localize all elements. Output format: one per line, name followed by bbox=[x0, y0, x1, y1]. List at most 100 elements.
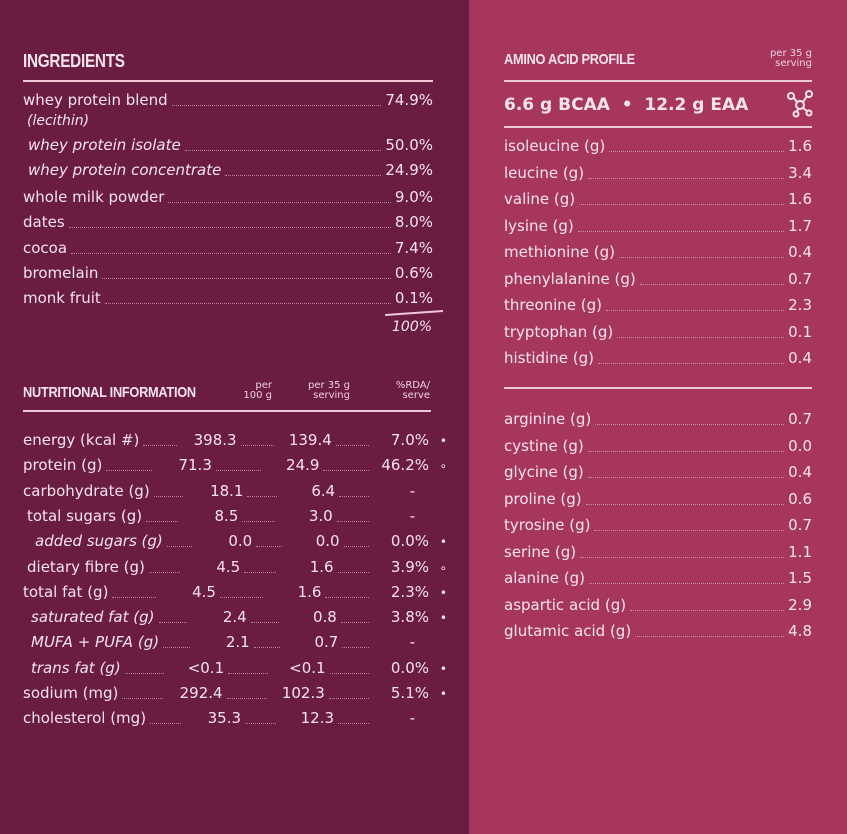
dot-leader bbox=[247, 495, 278, 497]
amino-row: methionine (g) 0.4 bbox=[504, 243, 812, 263]
amino-row: leucine (g) 3.4 bbox=[504, 164, 812, 184]
serving-value: 24.9 bbox=[286, 456, 320, 475]
amino-name: tyrosine (g) bbox=[504, 516, 591, 534]
amino-value: 1.6 bbox=[788, 137, 812, 155]
amino-row: cystine (g) 0.0 bbox=[504, 437, 812, 457]
nutrition-row: added sugars (g) 0.0 0.0 0.0% • bbox=[23, 532, 447, 552]
dot-leader bbox=[606, 310, 785, 311]
rda-value: 3.9% bbox=[390, 557, 429, 576]
amino-name: leucine (g) bbox=[504, 163, 585, 182]
ingredients-title: INGREDIENTS bbox=[23, 51, 125, 71]
amino-name: methionine (g) bbox=[504, 243, 615, 261]
per100-value: <0.1 bbox=[187, 658, 225, 677]
rda-marker: • bbox=[439, 611, 447, 626]
nutrient-name: total fat (g) bbox=[23, 582, 109, 601]
nutrient-name: total sugars (g) bbox=[27, 506, 143, 525]
dot-leader bbox=[595, 424, 785, 425]
dot-leader bbox=[245, 723, 277, 725]
nutrition-row: MUFA + PUFA (g) 2.1 0.7 - bbox=[23, 633, 447, 653]
ingredient-row: monk fruit 0.1% bbox=[23, 289, 433, 309]
per100-value: 4.5 bbox=[216, 557, 241, 576]
amino-name: cystine (g) bbox=[504, 436, 584, 455]
dot-leader bbox=[323, 470, 369, 472]
total-underline bbox=[385, 309, 443, 317]
nutrient-name: saturated fat (g) bbox=[31, 608, 155, 627]
divider bbox=[504, 387, 812, 389]
ingredient-value: 74.9% bbox=[385, 91, 433, 109]
nutrient-name: MUFA + PUFA (g) bbox=[31, 633, 160, 652]
per100-value: 35.3 bbox=[207, 709, 242, 728]
amino-name: lysine (g) bbox=[504, 216, 574, 235]
dot-leader bbox=[225, 175, 382, 176]
ingredient-value: 8.0% bbox=[394, 213, 433, 231]
dot-leader bbox=[585, 503, 785, 505]
ingredient-note: (lecithin) bbox=[27, 113, 90, 129]
left-panel: INGREDIENTS whey protein blend 74.9% (leci… bbox=[23, 51, 447, 729]
nutrition-row: cholesterol (mg) 35.3 12.3 - bbox=[23, 709, 447, 729]
dot-leader bbox=[104, 303, 391, 304]
rda-marker: • bbox=[439, 434, 447, 448]
amino-value: 0.6 bbox=[788, 489, 812, 508]
dot-leader bbox=[609, 151, 785, 152]
nutrition-row: dietary fibre (g) 4.5 1.6 3.9% ∘ bbox=[23, 558, 447, 578]
dot-leader bbox=[219, 596, 264, 598]
per100-value: 8.5 bbox=[214, 506, 239, 525]
per100-value: 2.1 bbox=[225, 633, 250, 652]
amino-value: 1.7 bbox=[788, 216, 812, 235]
dot-leader bbox=[594, 530, 785, 531]
per100-value: 18.1 bbox=[210, 481, 244, 500]
dot-leader bbox=[617, 336, 785, 338]
dot-leader bbox=[328, 698, 369, 699]
serving-value: 1.6 bbox=[309, 557, 334, 576]
nutrition-row: energy (kcal #) 398.3 139.4 7.0% • bbox=[23, 431, 447, 451]
divider bbox=[23, 410, 431, 412]
serving-value: 0.8 bbox=[312, 608, 337, 627]
amino-name: tryptophan (g) bbox=[504, 322, 614, 341]
amino-row: aspartic acid (g) 2.9 bbox=[504, 596, 812, 616]
amino-value: 0.1 bbox=[788, 322, 812, 341]
dot-leader bbox=[343, 546, 369, 548]
per100-value: 71.3 bbox=[178, 456, 212, 475]
dot-leader bbox=[240, 445, 274, 446]
dot-leader bbox=[122, 698, 163, 699]
amino-value: 2.9 bbox=[788, 595, 812, 614]
per100-value: 398.3 bbox=[193, 431, 237, 449]
ingredient-row: whey protein concentrate 24.9% bbox=[23, 161, 433, 181]
amino-row: serine (g) 1.1 bbox=[504, 543, 812, 563]
dot-leader bbox=[340, 622, 369, 624]
serving-value: 12.3 bbox=[300, 709, 335, 728]
rda-value: 3.8% bbox=[390, 608, 429, 627]
rda-value: 2.3% bbox=[390, 582, 429, 601]
dot-leader bbox=[329, 672, 369, 674]
nutrient-name: dietary fibre (g) bbox=[27, 557, 145, 576]
amino-value: 1.1 bbox=[788, 542, 812, 561]
amino-value: 0.7 bbox=[788, 410, 812, 428]
dot-leader bbox=[580, 556, 785, 558]
dot-leader bbox=[166, 546, 193, 548]
amino-row: threonine (g) 2.3 bbox=[504, 296, 812, 316]
amino-row: phenylalanine (g) 0.7 bbox=[504, 270, 812, 290]
dot-leader bbox=[184, 150, 382, 151]
dot-leader bbox=[215, 470, 262, 472]
amino-name: valine (g) bbox=[504, 190, 576, 208]
col-serving: per 35 g serving bbox=[307, 380, 350, 401]
rda-value: 46.2% bbox=[381, 456, 429, 475]
amino-row: tryptophan (g) 0.1 bbox=[504, 323, 812, 343]
amino-name: glutamic acid (g) bbox=[504, 622, 632, 640]
rda-value: 0.0% bbox=[390, 532, 429, 551]
ingredient-row: whey protein isolate 50.0% bbox=[23, 136, 433, 156]
dot-leader bbox=[639, 283, 785, 285]
amino-name: phenylalanine (g) bbox=[504, 269, 636, 288]
dot-leader bbox=[256, 546, 282, 548]
rda-value: 7.0% bbox=[390, 431, 429, 449]
amino-row: valine (g) 1.6 bbox=[504, 190, 812, 210]
ingredient-name: cocoa bbox=[23, 239, 68, 257]
amino-per-serving: per 35 g serving bbox=[769, 48, 812, 69]
serving-value: 0.0 bbox=[315, 532, 340, 551]
dot-leader bbox=[635, 636, 785, 637]
nutrition-row: total fat (g) 4.5 1.6 2.3% • bbox=[23, 583, 447, 603]
rda-marker: ∘ bbox=[439, 459, 447, 474]
nutrition-row: saturated fat (g) 2.4 0.8 3.8% • bbox=[23, 608, 447, 628]
amino-value: 3.4 bbox=[788, 163, 812, 182]
rda-marker: • bbox=[439, 687, 447, 701]
